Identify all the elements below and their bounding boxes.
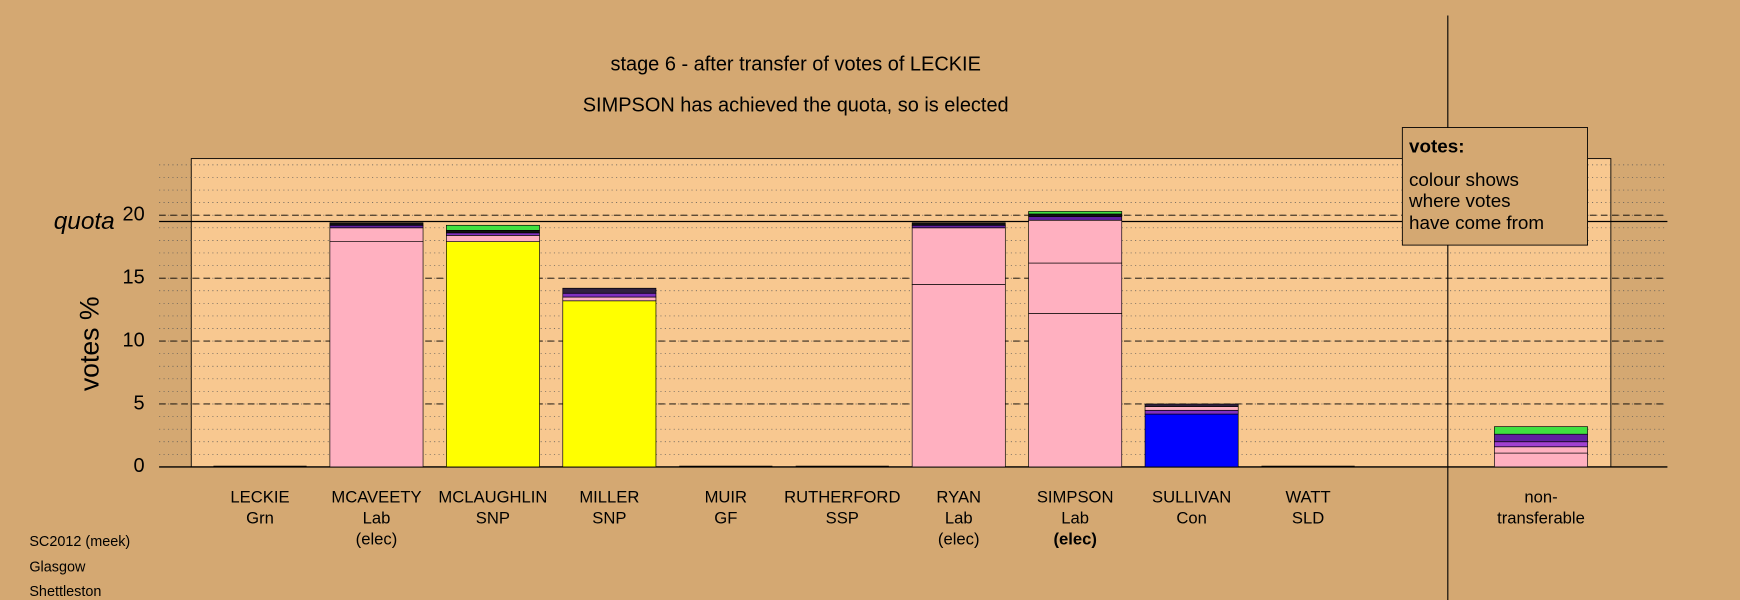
bar-segment xyxy=(562,300,657,468)
y-tick-label: 10 xyxy=(122,329,144,351)
x-tick-label: Con xyxy=(1176,508,1207,527)
bar-segment xyxy=(446,241,540,468)
footer-text: SC2012 (meek) xyxy=(29,534,130,550)
plot-area xyxy=(190,158,1612,468)
x-tick-label: (elec) xyxy=(938,530,980,549)
footer-text: Shettleston xyxy=(29,584,101,600)
legend-text: where votes xyxy=(1408,190,1511,211)
bar-segment xyxy=(446,229,540,234)
legend-title: votes: xyxy=(1409,135,1465,156)
bar-segment xyxy=(1494,441,1588,448)
x-tick-label: Lab xyxy=(1061,508,1089,527)
bar-segment xyxy=(1028,211,1123,215)
legend-text: colour shows xyxy=(1409,169,1519,190)
bar-segment xyxy=(562,287,657,294)
x-tick-label: transferable xyxy=(1497,508,1585,527)
x-tick-label: SNP xyxy=(592,508,626,527)
legend: votes: colour shows where votes have com… xyxy=(1401,127,1589,246)
bar-segment xyxy=(911,222,1006,226)
bar-segment xyxy=(1144,403,1239,407)
bar-segment xyxy=(1028,216,1123,221)
x-tick-label: SSP xyxy=(826,508,859,527)
x-tick-label: Grn xyxy=(246,508,274,527)
y-axis-label: votes % xyxy=(74,296,104,391)
bar-segment xyxy=(329,227,424,242)
bar-segment xyxy=(1494,446,1588,454)
x-tick-label: SULLIVAN xyxy=(1152,487,1231,506)
bar-segment xyxy=(329,222,424,226)
bar-segment xyxy=(1028,262,1123,314)
x-tick-label: (elec) xyxy=(1053,530,1096,549)
x-tick-label: non- xyxy=(1524,487,1557,506)
x-tick-label: RYAN xyxy=(936,487,981,506)
bar-segment xyxy=(446,224,540,231)
x-tick-label: SNP xyxy=(476,508,510,527)
x-tick-label: WATT xyxy=(1285,487,1330,506)
x-tick-label: Lab xyxy=(945,508,973,527)
quota-label: quota xyxy=(54,208,115,235)
bar-segment xyxy=(1144,406,1239,411)
chart-subtitle: SIMPSON has achieved the quota, so is el… xyxy=(583,95,1009,117)
y-tick-label: 5 xyxy=(134,392,145,414)
bar-segment xyxy=(1028,313,1123,468)
bar-segment xyxy=(562,292,657,298)
x-tick-label: SIMPSON xyxy=(1037,487,1114,506)
bar-segment xyxy=(329,241,424,468)
bar-segment xyxy=(329,224,424,229)
y-tick-label: 20 xyxy=(122,203,144,225)
bar-segment xyxy=(446,235,540,242)
footer-text: Glasgow xyxy=(29,560,86,576)
bar-segment xyxy=(1028,213,1123,217)
chart-title: stage 6 - after transfer of votes of LEC… xyxy=(610,54,980,76)
x-tick-label: MCAVEETY xyxy=(331,487,421,506)
legend-text: have come from xyxy=(1409,212,1544,233)
bar-segment xyxy=(1494,452,1588,468)
bar-segment xyxy=(1028,219,1123,264)
x-tick-label: LECKIE xyxy=(230,487,289,506)
bar-segment xyxy=(446,232,540,236)
x-tick-label: Lab xyxy=(363,508,391,527)
bar-segment xyxy=(1144,409,1239,415)
bar-segment xyxy=(911,227,1006,285)
y-tick-label: 15 xyxy=(122,266,144,288)
legend-box xyxy=(1401,127,1589,246)
x-tick-label: MUIR xyxy=(705,487,747,506)
y-tick-label: 0 xyxy=(134,455,145,477)
x-tick-label: (elec) xyxy=(356,530,398,549)
bar-segment xyxy=(911,284,1006,468)
bar-segment xyxy=(562,296,657,302)
x-tick-label: MCLAUGHLIN xyxy=(438,487,547,506)
x-tick-label: SLD xyxy=(1292,508,1324,527)
bar-segment xyxy=(1494,433,1588,443)
x-tick-label: GF xyxy=(714,508,737,527)
bar-segment xyxy=(1144,413,1239,468)
x-tick-label: MILLER xyxy=(579,487,639,506)
x-tick-label: RUTHERFORD xyxy=(784,487,900,506)
bar-segment xyxy=(1494,426,1588,435)
bar-segment xyxy=(911,224,1006,229)
